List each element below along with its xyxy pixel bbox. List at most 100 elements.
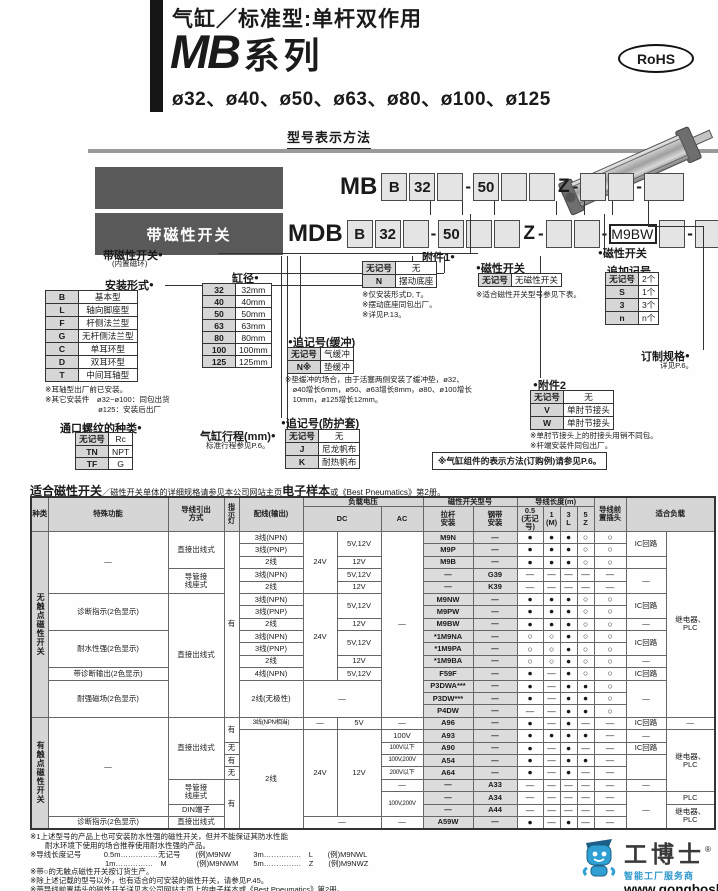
model-empty-box xyxy=(494,220,521,248)
dot-cell: ● xyxy=(576,729,595,743)
table-cell: 直接出线式 xyxy=(167,530,225,570)
dot-cell: ○ xyxy=(542,630,561,644)
table-cell: 有 xyxy=(223,778,240,830)
note-line: ※带导线前置插头的磁性开关详见本公司网站主页上的电子样本或《Best Pneum… xyxy=(30,885,345,891)
dot-cell: ○ xyxy=(593,530,627,545)
dot-cell: — xyxy=(542,753,561,768)
dot-cell: — xyxy=(542,568,561,582)
code-cell: 无记号 xyxy=(287,347,321,361)
dot-cell: ● xyxy=(516,592,544,607)
model-row2-label: 带磁性开关 xyxy=(95,213,283,255)
dot-cell: ○ xyxy=(593,679,627,694)
table-cell xyxy=(625,555,667,570)
mount-table: B 基本型 L 轴向脚座型 F 杆侧法兰型 G 无杆侧法兰型 C 单耳环型 D 双耳环型 T 中间耳轴型 xyxy=(45,290,138,382)
code-cell: 无记号 xyxy=(478,273,512,287)
model-empty-box xyxy=(659,220,686,248)
dot-cell: ● xyxy=(559,815,578,830)
header-accent-bar xyxy=(150,0,163,112)
code-cell: L xyxy=(45,303,79,317)
table-cell: — xyxy=(625,568,667,594)
dot-cell: ● xyxy=(559,667,578,681)
value-cell: 基本型 xyxy=(78,290,138,304)
dot-cell: ○ xyxy=(542,642,561,656)
note-line: ø125：安装后出厂 xyxy=(45,404,162,414)
mount-notes: ※耳轴型出厂前已安装。 ※其它安装件 ø32~ø100：同包出货 ø125：安装后… xyxy=(45,385,170,415)
registered-mark: ® xyxy=(705,845,711,854)
divider-rule xyxy=(88,149,718,153)
dot-cell: — xyxy=(559,791,578,805)
dot-cell: ● xyxy=(576,704,595,718)
dot-cell: ● xyxy=(559,592,578,607)
model-cell: P4DW xyxy=(422,704,474,718)
table-cell: — xyxy=(380,815,424,830)
table-cell: — xyxy=(625,729,667,743)
logo-url: www.gongboshi.com xyxy=(624,882,718,891)
dot-cell: ● xyxy=(559,716,578,731)
dot-cell: ● xyxy=(559,766,578,780)
type-cell: 有触点磁性开关 xyxy=(30,716,49,830)
dot-cell: ● xyxy=(559,704,578,718)
bore-sizes: ø32、ø40、ø50、ø63、ø80、ø100、ø125 xyxy=(172,89,551,110)
dot-cell: — xyxy=(559,803,578,817)
table-cell: 24V xyxy=(302,530,338,594)
dot-cell: ○ xyxy=(576,605,595,619)
model-cell: *1M9NA xyxy=(422,630,474,644)
dot-cell: ● xyxy=(516,543,544,557)
code-cell: W xyxy=(530,416,564,430)
value-cell: 尼龙帆布 xyxy=(317,442,361,456)
note-line: 耐水环境下使用的场合推荐使用耐水性强的产品。 xyxy=(30,840,210,850)
dot-cell: ○ xyxy=(593,654,627,669)
value-cell: 无磁性开关 xyxy=(511,273,562,287)
dot-cell: ○ xyxy=(576,617,595,632)
dot-cell: ● xyxy=(542,530,561,545)
value-cell: Rc xyxy=(107,432,134,446)
table-cell: 2线 xyxy=(238,555,304,570)
value-cell: 杆侧法兰型 xyxy=(78,316,138,330)
table-cell: — xyxy=(380,716,424,731)
value-cell: 100mm xyxy=(235,343,272,356)
model-cell: — xyxy=(422,568,474,582)
model-cell: — xyxy=(422,580,474,594)
model-cell: — xyxy=(472,667,518,681)
table-cell: 诊断指示(2色显示) xyxy=(47,592,169,632)
dot-cell: ● xyxy=(516,605,544,619)
value-cell: 单耳环型 xyxy=(78,342,138,356)
dot-cell: — xyxy=(542,778,561,793)
value-cell: 1个 xyxy=(637,285,660,299)
rohs-badge: RoHS xyxy=(618,44,694,73)
note-line: ※1上述型号的产品上也可安装防水性强的磁性开关，但并不能保证其防水性能 xyxy=(30,832,288,841)
table-cell: IC回路 xyxy=(625,530,667,557)
table-cell: 2线 xyxy=(238,580,304,594)
table-cell: IC回路 xyxy=(625,716,667,731)
dot-cell: — xyxy=(576,803,595,817)
model-code-box: B xyxy=(346,220,373,248)
table-cell: IC回路 xyxy=(625,630,667,656)
model-cell: — xyxy=(472,592,518,607)
stroke-title: 气缸行程(mm)● xyxy=(200,431,276,443)
table-cell xyxy=(625,753,667,780)
series-suffix: 系列 xyxy=(243,35,324,76)
dot-cell: — xyxy=(516,580,544,594)
code-cell: 32 xyxy=(202,283,236,296)
dot-cell: ● xyxy=(559,753,578,768)
model-cell: A34 xyxy=(472,791,518,805)
code-cell: 125 xyxy=(202,355,236,368)
dot-cell: ● xyxy=(559,555,578,570)
dot-cell: ● xyxy=(516,667,544,681)
table-cell: 耐强磁场(2色显示) xyxy=(47,679,169,718)
dot-cell: ● xyxy=(559,543,578,557)
stroke-note: 标准行程参见P.6。 xyxy=(206,441,270,450)
header-cell: 导线前 置插头 xyxy=(593,496,627,532)
dot-cell: — xyxy=(516,568,544,582)
table-cell: 24V xyxy=(302,729,338,817)
table-cell: 5V,12V xyxy=(336,630,382,656)
code-cell: n xyxy=(605,311,639,325)
table-cell: 100V,200V xyxy=(380,753,424,768)
dot-cell: — xyxy=(559,580,578,594)
dot-cell: — xyxy=(542,704,561,718)
note-line: ※导线长度记号 0.5m……………无记号 (例)M9NW 3m…………… L (… xyxy=(30,849,368,859)
dot-cell: ● xyxy=(576,679,595,694)
switch-title: ●磁性开关 xyxy=(476,263,525,275)
model-cell: — xyxy=(472,704,518,718)
